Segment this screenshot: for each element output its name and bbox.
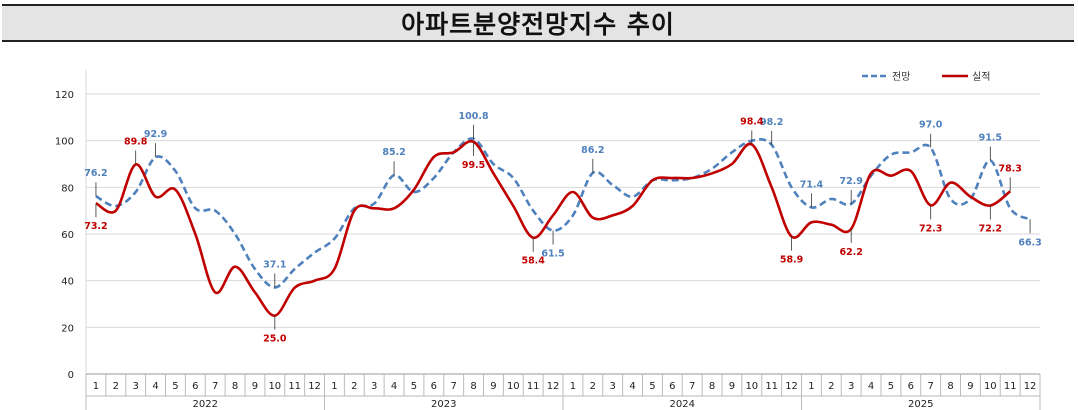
title-bar: 아파트분양전망지수 추이 bbox=[2, 4, 1074, 42]
y-tick-label: 40 bbox=[61, 277, 74, 288]
month-label: 7 bbox=[689, 381, 695, 392]
year-label: 2025 bbox=[908, 399, 933, 410]
month-label: 3 bbox=[848, 381, 854, 392]
month-label: 8 bbox=[947, 381, 953, 392]
month-label: 5 bbox=[888, 381, 894, 392]
y-tick-label: 100 bbox=[55, 137, 74, 148]
month-label: 11 bbox=[288, 381, 301, 392]
month-label: 12 bbox=[547, 381, 560, 392]
month-label: 8 bbox=[232, 381, 238, 392]
data-label: 72.9 bbox=[839, 176, 862, 187]
data-label: 71.4 bbox=[800, 179, 824, 190]
series-line-forecast bbox=[95, 137, 1031, 289]
month-label: 4 bbox=[152, 381, 158, 392]
chart-title: 아파트분양전망지수 추이 bbox=[401, 10, 675, 39]
month-label: 7 bbox=[928, 381, 934, 392]
data-label: 72.2 bbox=[979, 224, 1002, 235]
data-label: 73.2 bbox=[84, 221, 107, 232]
data-label: 62.2 bbox=[839, 247, 862, 258]
month-label: 12 bbox=[1024, 381, 1037, 392]
month-label: 5 bbox=[172, 381, 178, 392]
month-label: 6 bbox=[669, 381, 675, 392]
data-label: 91.5 bbox=[979, 133, 1002, 144]
y-tick-label: 20 bbox=[61, 323, 74, 334]
legend-label: 실적 bbox=[972, 71, 990, 83]
month-label: 4 bbox=[391, 381, 397, 392]
month-label: 2 bbox=[351, 381, 357, 392]
month-label: 9 bbox=[729, 381, 735, 392]
month-label: 1 bbox=[331, 381, 337, 392]
month-label: 10 bbox=[507, 381, 520, 392]
series-line-actual bbox=[95, 139, 1012, 317]
y-tick-label: 120 bbox=[55, 90, 74, 101]
data-label: 98.4 bbox=[740, 116, 764, 127]
month-label: 3 bbox=[133, 381, 139, 392]
month-label: 3 bbox=[610, 381, 616, 392]
y-tick-label: 0 bbox=[68, 370, 74, 381]
month-label: 1 bbox=[570, 381, 576, 392]
year-label: 2024 bbox=[670, 399, 695, 410]
data-label: 99.5 bbox=[462, 160, 485, 171]
data-label: 85.2 bbox=[382, 147, 405, 158]
month-label: 5 bbox=[649, 381, 655, 392]
data-label: 72.3 bbox=[919, 223, 942, 234]
month-label: 1 bbox=[93, 381, 99, 392]
y-tick-label: 60 bbox=[61, 230, 74, 241]
month-label: 12 bbox=[785, 381, 798, 392]
month-label: 9 bbox=[490, 381, 496, 392]
data-label: 76.2 bbox=[84, 168, 107, 179]
data-label: 97.0 bbox=[919, 120, 943, 131]
month-label: 4 bbox=[868, 381, 874, 392]
year-label: 2023 bbox=[431, 399, 456, 410]
month-label: 11 bbox=[765, 381, 778, 392]
month-label: 6 bbox=[431, 381, 437, 392]
month-label: 2 bbox=[590, 381, 596, 392]
legend-label: 전망 bbox=[892, 71, 910, 83]
data-label: 58.9 bbox=[780, 255, 803, 266]
data-label: 100.8 bbox=[459, 111, 489, 122]
month-label: 5 bbox=[411, 381, 417, 392]
data-label: 86.2 bbox=[581, 145, 604, 156]
data-label: 89.8 bbox=[124, 136, 148, 147]
month-label: 9 bbox=[967, 381, 973, 392]
data-label: 66.3 bbox=[1018, 237, 1041, 248]
data-label: 58.4 bbox=[521, 256, 545, 267]
y-tick-label: 80 bbox=[61, 183, 74, 194]
month-label: 3 bbox=[371, 381, 377, 392]
month-label: 2 bbox=[828, 381, 834, 392]
month-label: 7 bbox=[212, 381, 218, 392]
month-label: 6 bbox=[908, 381, 914, 392]
data-label: 37.1 bbox=[263, 259, 286, 270]
month-label: 10 bbox=[268, 381, 281, 392]
month-label: 1 bbox=[808, 381, 814, 392]
data-label: 61.5 bbox=[541, 249, 564, 260]
data-label: 92.9 bbox=[144, 129, 167, 140]
data-label: 25.0 bbox=[263, 334, 287, 345]
month-label: 10 bbox=[745, 381, 758, 392]
month-label: 6 bbox=[192, 381, 198, 392]
month-label: 8 bbox=[709, 381, 715, 392]
month-label: 2 bbox=[113, 381, 119, 392]
month-label: 9 bbox=[252, 381, 258, 392]
month-label: 11 bbox=[1004, 381, 1017, 392]
month-label: 7 bbox=[451, 381, 457, 392]
data-label: 78.3 bbox=[998, 163, 1021, 174]
month-label: 8 bbox=[470, 381, 476, 392]
year-label: 2022 bbox=[193, 399, 218, 410]
month-label: 10 bbox=[984, 381, 997, 392]
month-label: 11 bbox=[527, 381, 540, 392]
month-label: 4 bbox=[629, 381, 635, 392]
month-label: 12 bbox=[308, 381, 321, 392]
data-label: 98.2 bbox=[760, 117, 783, 128]
